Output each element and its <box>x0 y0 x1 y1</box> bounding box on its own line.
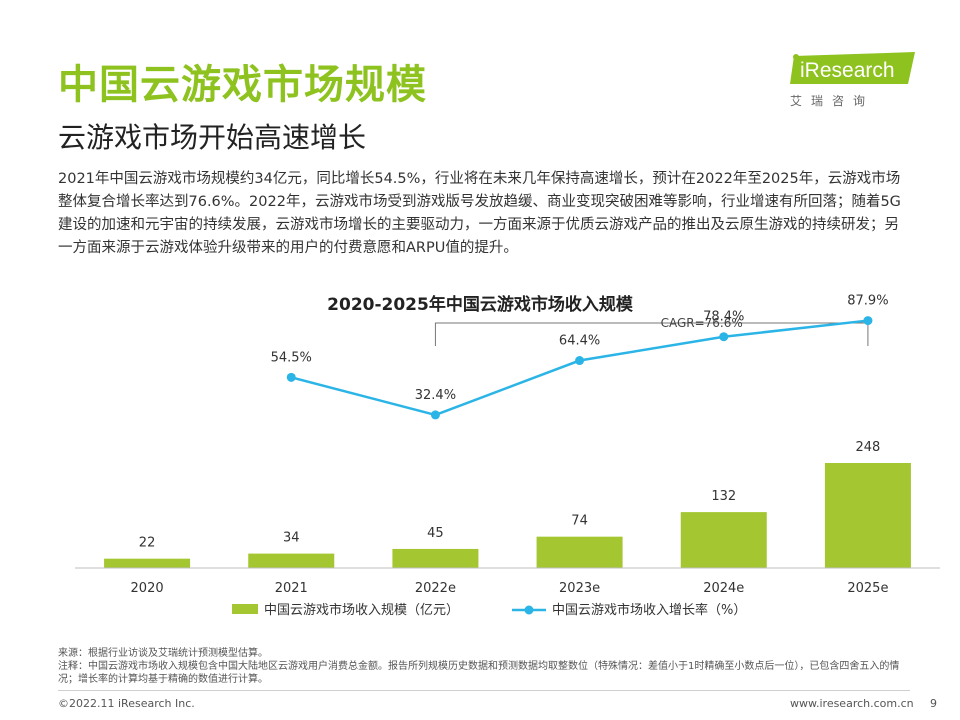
bar-2022e <box>392 548 479 568</box>
x-tick-2023e: 2023e <box>559 581 600 596</box>
growth-label-2021: 54.5% <box>271 350 312 365</box>
growth-point-2021 <box>286 372 296 382</box>
bar-2025e <box>824 463 911 568</box>
logo-wordmark: iResearch <box>800 59 895 82</box>
bar-label-2020: 22 <box>139 536 156 551</box>
growth-point-2024e <box>719 332 729 342</box>
page-number: 9 <box>930 697 937 710</box>
growth-label-2024e: 78.4% <box>703 310 744 325</box>
footnote: 来源：根据行业访谈及艾瑞统计预测模型估算。 注释：中国云游戏市场收入规模包含中国… <box>58 647 910 686</box>
footer-website[interactable]: www.iresearch.com.cn <box>790 697 914 710</box>
growth-point-2025e <box>863 316 873 326</box>
footer-divider <box>58 690 910 691</box>
x-tick-2022e: 2022e <box>415 581 456 596</box>
footnote-notes: 注释：中国云游戏市场收入规模包含中国大陆地区云游戏用户消费总金额。报告所列规模历… <box>58 661 900 685</box>
growth-label-2025e: 87.9% <box>847 294 888 309</box>
growth-point-2022e <box>430 410 440 420</box>
bar-label-2021: 34 <box>283 531 300 546</box>
x-tick-2024e: 2024e <box>703 581 744 596</box>
page-title: 中国云游戏市场规模 <box>58 62 427 108</box>
growth-label-2023e: 64.4% <box>559 334 600 349</box>
iresearch-logo: iResearch 艾瑞咨询 <box>770 52 915 112</box>
legend-label-bar: 中国云游戏市场收入规模（亿元） <box>264 602 459 618</box>
growth-label-2022e: 32.4% <box>415 388 456 403</box>
summary-paragraph: 2021年中国云游戏市场规模约34亿元，同比增长54.5%，行业将在未来几年保持… <box>58 171 901 256</box>
bar-2024e <box>680 512 767 568</box>
footer-copyright: ©2022.11 iResearch Inc. <box>58 697 195 710</box>
logo-mark: iResearch <box>790 52 915 84</box>
footnote-source: 来源：根据行业访谈及艾瑞统计预测模型估算。 <box>58 648 268 659</box>
bar-2021 <box>248 553 335 568</box>
page-subtitle: 云游戏市场开始高速增长 <box>58 121 367 154</box>
bar-label-2024e: 132 <box>711 489 736 504</box>
x-tick-2021: 2021 <box>275 581 308 596</box>
legend-swatch-dot <box>524 605 534 615</box>
legend-label-line: 中国云游戏市场收入增长率（%） <box>552 602 746 618</box>
x-tick-2020: 2020 <box>131 581 164 596</box>
cagr-annotation: CAGR=76.6% <box>661 316 743 330</box>
revenue-chart: 2020-2025年中国云游戏市场收入规模 CAGR=76.6% 22 34 45 7… <box>75 294 940 618</box>
bar-2023e <box>536 536 623 568</box>
x-tick-2025e: 2025e <box>847 581 888 596</box>
bar-label-2023e: 74 <box>571 514 588 529</box>
logo-cn-text: 艾瑞咨询 <box>790 94 875 108</box>
bar-label-2025e: 248 <box>856 440 881 455</box>
bar-label-2022e: 45 <box>427 526 444 541</box>
cagr-bracket <box>434 322 869 346</box>
legend-swatch-bar <box>232 604 258 614</box>
growth-point-2023e <box>575 356 585 366</box>
chart-title: 2020-2025年中国云游戏市场收入规模 <box>327 294 634 315</box>
cagr-bracket-line <box>434 322 869 346</box>
bar-2020 <box>104 558 191 568</box>
